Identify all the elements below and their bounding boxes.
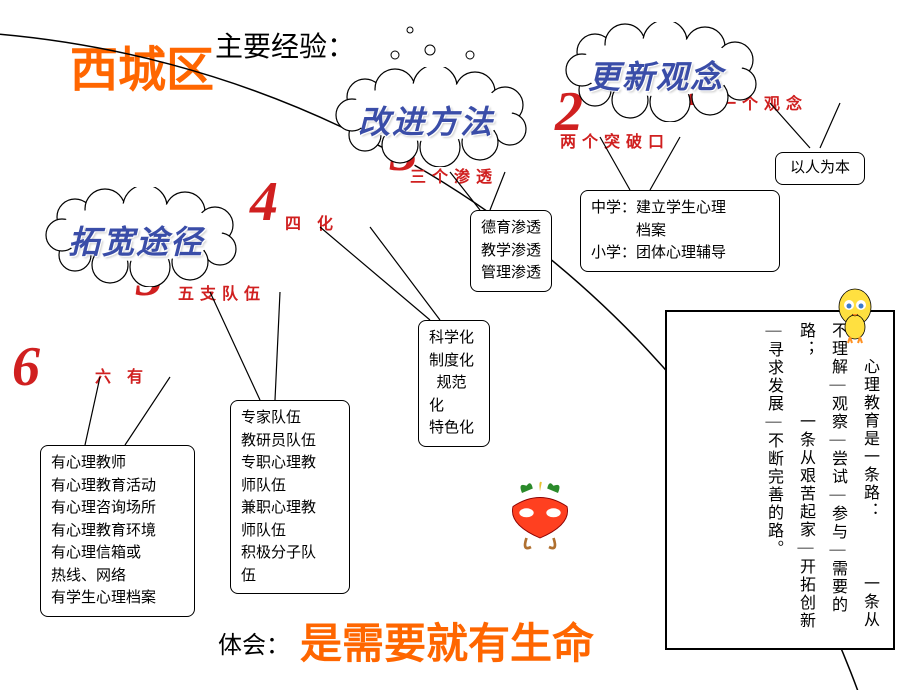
sh-l1: 有心理教育活动 xyxy=(51,475,184,498)
box-yirenweiben: 以人为本 xyxy=(775,152,865,185)
box-zhuanjia: 专家队伍 教研员队伍 专职心理教 师队伍 兼职心理教 师队伍 积极分子队 伍 xyxy=(230,400,350,594)
sh-l2: 有心理咨询场所 xyxy=(51,497,184,520)
box-sihua: 科学化 制度化 规范 化 特色化 xyxy=(418,320,490,447)
deyu-l2: 管理渗透 xyxy=(481,262,541,285)
zj-l5: 师队伍 xyxy=(241,520,339,543)
sihua-l0: 科学化 xyxy=(429,327,479,350)
deyu-l0: 德育渗透 xyxy=(481,217,541,240)
cloud-text-1: 改进方法 xyxy=(358,97,494,143)
sihua-l4: 特色化 xyxy=(429,417,479,440)
sihua-l3: 化 xyxy=(429,395,479,418)
rainbow-number-4: 4 xyxy=(250,170,278,234)
box-sixhave: 有心理教师 有心理教育活动 有心理咨询场所 有心理教育环境 有心理信箱或 热线、… xyxy=(40,445,195,617)
sihua-l2: 规范 xyxy=(429,372,479,395)
mask-icon xyxy=(495,475,585,565)
zj-l1: 教研员队伍 xyxy=(241,430,339,453)
zj-l6: 积极分子队 xyxy=(241,542,339,565)
vertical-poem-box: 心理教育是一条路： 一条从不理解—观察—尝试—参与—需要的路； 一条从艰苦起家—… xyxy=(665,310,895,650)
sihua-l1: 制度化 xyxy=(429,350,479,373)
sh-l4: 有心理信箱或 xyxy=(51,542,184,565)
zj-l2: 专职心理教 xyxy=(241,452,339,475)
pointer-school xyxy=(560,135,760,195)
pointer-sixhave xyxy=(70,375,210,450)
zj-l7: 伍 xyxy=(241,565,339,588)
bottom-text: 是需要就有生命 xyxy=(300,610,594,671)
box-school: 中学：建立学生心理 档案 小学：团体心理辅导 xyxy=(580,190,780,272)
rainbow-number-6: 6 xyxy=(12,335,40,399)
sh-l0: 有心理教师 xyxy=(51,452,184,475)
box-deyu: 德育渗透 教学渗透 管理渗透 xyxy=(470,210,552,292)
zj-l3: 师队伍 xyxy=(241,475,339,498)
box-school-l2: 档案 xyxy=(591,220,769,243)
sh-l6: 有学生心理档案 xyxy=(51,587,184,610)
box-school-l3: 小学：团体心理辅导 xyxy=(591,242,769,265)
deyu-l1: 教学渗透 xyxy=(481,240,541,263)
sh-l5: 热线、网络 xyxy=(51,565,184,588)
sh-l3: 有心理教育环境 xyxy=(51,520,184,543)
zj-l4: 兼职心理教 xyxy=(241,497,339,520)
cloud-text-0: 更新观念 xyxy=(588,52,724,98)
box-school-l1: 中学：建立学生心理 xyxy=(591,197,769,220)
zj-l0: 专家队伍 xyxy=(241,407,339,430)
bottom-label: 体会： xyxy=(218,625,290,660)
tweety-icon xyxy=(830,285,880,345)
cloud-text-2: 拓宽途径 xyxy=(68,217,204,263)
